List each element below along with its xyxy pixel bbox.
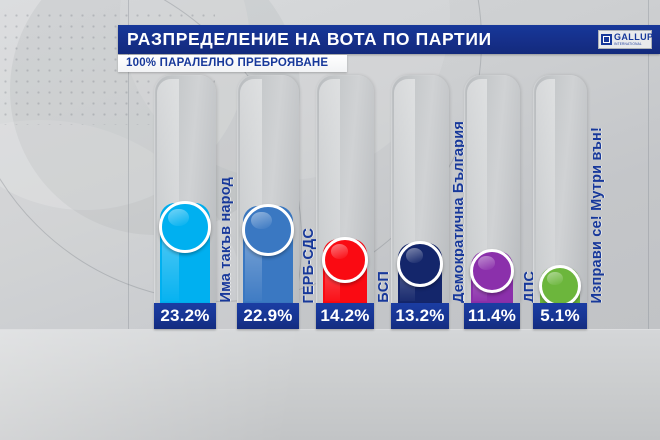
page-title: РАЗПРЕДЕЛЕНИЕ НА ВОТА ПО ПАРТИИ [127,29,492,49]
party-label: Има такъв народ [218,177,234,303]
party-label: ГЕРБ-СДС [301,227,317,304]
subtitle-bar: 100% ПАРАЛЕЛНО ПРЕБРОЯВАНЕ [118,55,347,72]
value-text: 5.1% [540,306,580,325]
background-divider [648,0,649,332]
bar-knob-gloss [547,271,563,286]
bar-fill [322,237,368,303]
bar-track [533,75,587,303]
bar-fill [539,265,581,307]
bar-knob-gloss [251,211,272,230]
header: РАЗПРЕДЕЛЕНИЕ НА ВОТА ПО ПАРТИИ GALLUP I… [118,25,660,73]
bar-slot: Изправи се! Мутри вън! 5.1% [533,0,605,440]
gallup-logo-name: GALLUP [614,32,654,42]
bar-fill [470,249,514,303]
value-text: 22.9% [243,306,293,325]
title-bar: РАЗПРЕДЕЛЕНИЕ НА ВОТА ПО ПАРТИИ GALLUP I… [118,25,660,54]
bar-knob-icon [242,204,294,256]
bar-knob-icon [159,201,211,253]
value-badge: 5.1% [533,303,587,329]
gallup-logo-tagline: INTERNATIONAL [614,42,642,46]
bar-knob-gloss [478,255,496,271]
value-badge: 14.2% [316,303,374,329]
bar-knob-icon [470,249,514,293]
bar-slot: ГЕРБ-СДС 22.9% [237,0,317,440]
value-badge: 23.2% [154,303,216,329]
bar-track-gloss [536,79,556,301]
bar-slot: БСП 14.2% [316,0,392,440]
bar-knob-gloss [168,208,189,227]
bar-knob-gloss [330,244,349,260]
bar-fill [159,201,211,303]
value-text: 13.2% [395,306,445,325]
party-label: БСП [376,271,392,303]
value-badge: 13.2% [391,303,449,329]
value-text: 23.2% [160,306,210,325]
party-label: Изправи се! Мутри вън! [589,126,605,303]
bar-slot: Има такъв народ 23.2% [154,0,234,440]
page-subtitle: 100% ПАРАЛЕЛНО ПРЕБРОЯВАНЕ [126,57,329,69]
value-badge: 11.4% [464,303,520,329]
bar-knob-gloss [405,248,424,264]
value-text: 11.4% [467,306,517,325]
background-floor-shine [0,330,420,440]
background-floor [0,329,660,440]
bar-fill [242,204,294,303]
gallup-mark-icon [601,34,612,45]
bar-slot: Демократична България 13.2% [391,0,467,440]
bar-knob-icon [322,237,368,283]
bar-knob-icon [397,241,443,287]
background-divider [128,0,129,332]
bar-knob-icon [539,265,581,307]
bar-fill [397,241,443,303]
bar-track-gloss [467,79,488,301]
value-badge: 22.9% [237,303,299,329]
gallup-logo: GALLUP INTERNATIONAL [598,30,653,49]
bar-slot: ДПС 11.4% [464,0,538,440]
gallup-wordmark: GALLUP INTERNATIONAL [614,32,653,47]
value-text: 14.2% [320,306,370,325]
